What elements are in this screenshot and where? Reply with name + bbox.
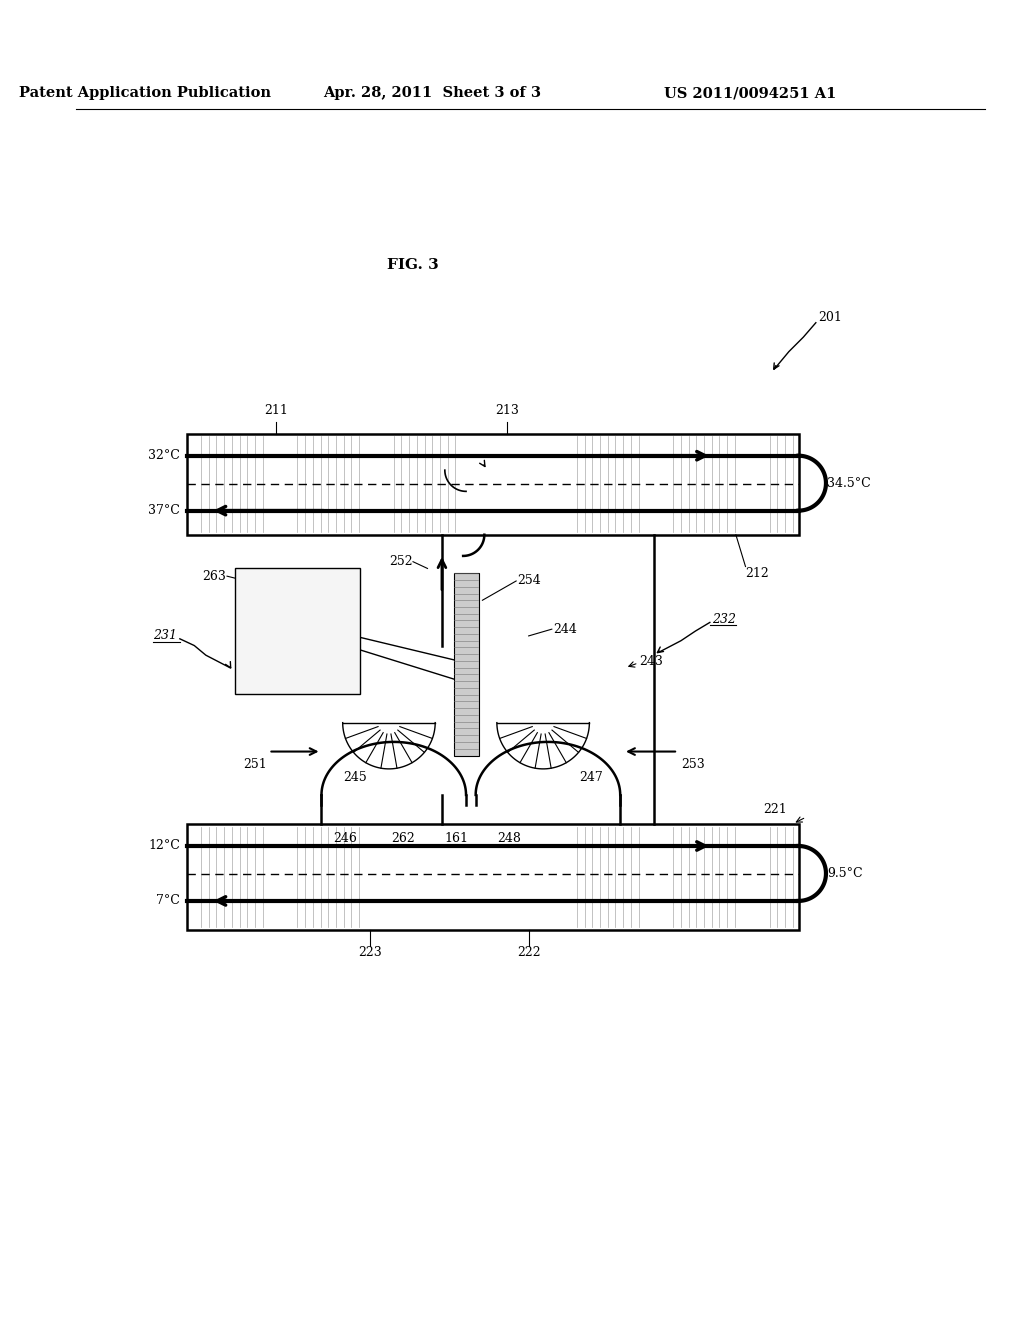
Text: 223: 223: [357, 946, 382, 960]
Text: 212: 212: [745, 566, 769, 579]
Text: 231: 231: [153, 630, 177, 643]
Text: 244: 244: [553, 623, 577, 636]
Text: 263: 263: [202, 570, 226, 582]
Text: Apr. 28, 2011  Sheet 3 of 3: Apr. 28, 2011 Sheet 3 of 3: [324, 86, 542, 100]
Text: 248: 248: [498, 832, 521, 845]
Bar: [186, 433, 799, 535]
Bar: [455, 573, 478, 756]
Text: 221: 221: [763, 803, 786, 816]
Text: 247: 247: [580, 771, 603, 784]
Text: 32°C: 32°C: [147, 449, 180, 462]
Text: 252: 252: [389, 556, 413, 568]
Text: 262: 262: [391, 832, 416, 845]
Text: 254: 254: [517, 574, 541, 587]
Text: 211: 211: [264, 404, 288, 417]
Bar: [186, 824, 799, 929]
Text: 9.5°C: 9.5°C: [827, 867, 863, 880]
Text: 246: 246: [334, 832, 357, 845]
Text: 213: 213: [496, 404, 519, 417]
Text: 7°C: 7°C: [156, 895, 180, 907]
Text: 251: 251: [243, 758, 266, 771]
Text: 161: 161: [444, 832, 468, 845]
Text: FIG. 3: FIG. 3: [387, 257, 439, 272]
Text: 34.5°C: 34.5°C: [827, 477, 871, 490]
Text: 201: 201: [818, 312, 842, 325]
Text: 37°C: 37°C: [147, 504, 180, 517]
Text: 245: 245: [343, 771, 367, 784]
Text: 232: 232: [712, 612, 736, 626]
Bar: [234, 569, 360, 694]
Text: 222: 222: [517, 946, 541, 960]
Text: 12°C: 12°C: [147, 840, 180, 853]
Text: 253: 253: [681, 758, 705, 771]
Text: US 2011/0094251 A1: US 2011/0094251 A1: [665, 86, 837, 100]
Text: 243: 243: [640, 656, 664, 668]
Text: Patent Application Publication: Patent Application Publication: [19, 86, 271, 100]
